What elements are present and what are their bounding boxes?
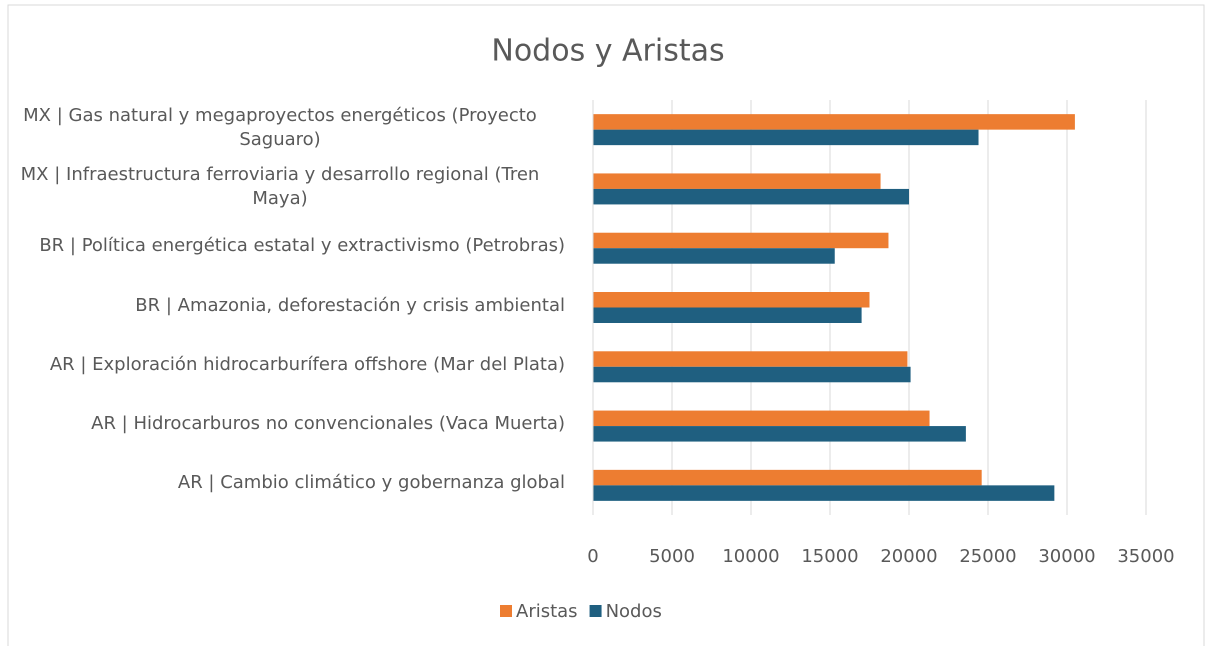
bar xyxy=(593,366,911,383)
legend-swatch xyxy=(500,605,512,617)
y-tick-label: MX | Gas natural y megaproyectos energét… xyxy=(0,104,565,152)
y-tick-text: MX | Infraestructura ferroviaria y desar… xyxy=(20,163,540,209)
bar xyxy=(593,248,835,264)
x-tick-label: 25000 xyxy=(959,546,1016,567)
y-tick-label: BR | Amazonia, deforestación y crisis am… xyxy=(0,294,565,318)
y-tick-label: AR | Cambio climático y gobernanza globa… xyxy=(0,471,565,495)
x-tick-label: 20000 xyxy=(880,546,937,567)
bar xyxy=(593,173,881,189)
x-tick-label: 10000 xyxy=(722,546,779,567)
bar xyxy=(593,410,930,427)
bar xyxy=(593,292,870,308)
bar xyxy=(593,129,979,146)
x-tick-label: 35000 xyxy=(1117,546,1174,567)
bar xyxy=(593,469,982,486)
y-tick-label: AR | Exploración hidrocarburífera offsho… xyxy=(0,353,565,377)
y-tick-text: AR | Cambio climático y gobernanza globa… xyxy=(177,472,565,494)
y-tick-text: AR | Exploración hidrocarburífera offsho… xyxy=(49,353,565,375)
chart-border xyxy=(7,4,1205,646)
bar xyxy=(593,114,1075,130)
bar xyxy=(593,485,1055,501)
x-tick-label: 5000 xyxy=(649,546,695,567)
y-tick-text: BR | Política energética estatal y extra… xyxy=(39,235,565,257)
y-tick-text: MX | Gas natural y megaproyectos energét… xyxy=(23,104,537,150)
x-tick-label: 15000 xyxy=(801,546,858,567)
bar xyxy=(593,232,889,249)
y-tick-text: BR | Amazonia, deforestación y crisis am… xyxy=(135,294,565,316)
x-tick-label: 0 xyxy=(587,546,598,567)
legend-swatch xyxy=(589,605,602,617)
legend-label: Nodos xyxy=(606,601,662,622)
bar xyxy=(593,426,966,442)
chart-title: Nodos y Aristas xyxy=(491,34,724,69)
bar xyxy=(593,351,908,367)
bar xyxy=(593,307,862,323)
legend-label: Aristas xyxy=(516,601,578,622)
x-tick-label: 30000 xyxy=(1038,546,1095,567)
y-tick-label: BR | Política energética estatal y extra… xyxy=(0,234,565,258)
y-tick-text: AR | Hidrocarburos no convencionales (Va… xyxy=(91,413,565,435)
bar xyxy=(593,188,909,205)
y-tick-label: MX | Infraestructura ferroviaria y desar… xyxy=(0,163,565,211)
y-tick-label: AR | Hidrocarburos no convencionales (Va… xyxy=(0,412,565,436)
